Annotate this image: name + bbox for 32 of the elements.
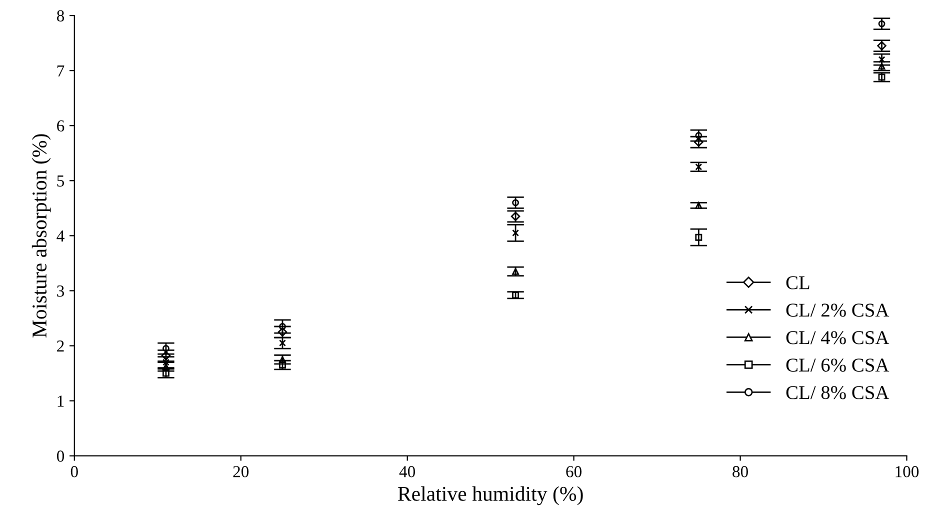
legend-label: CL/ 2% CSA: [786, 304, 890, 317]
y-tick-label: 4: [56, 230, 64, 242]
y-axis-title: Moisture absorption (%): [32, 134, 51, 338]
point: [512, 229, 520, 236]
point: [694, 138, 704, 147]
x-tick-label: 60: [566, 466, 582, 478]
legend-label: CL/ 8% CSA: [786, 386, 890, 400]
point: [512, 292, 520, 299]
point: [878, 20, 886, 28]
point: [695, 132, 702, 139]
y-tick-label: 5: [57, 176, 64, 187]
y-tick-label: 0: [56, 450, 64, 462]
x-tick-label: 0: [70, 466, 78, 478]
x-tick-label: 40: [399, 466, 416, 478]
legend-label: CL/ 4% CSA: [786, 331, 890, 344]
y-tick-label: 8: [56, 10, 64, 22]
x-tick-label: 20: [233, 466, 249, 478]
x-tick-label: 80: [732, 466, 748, 478]
y-tick-label: 3: [57, 285, 64, 297]
point: [162, 345, 170, 352]
x-tick-label: 100: [896, 466, 919, 478]
y-tick-label: 7: [57, 65, 64, 76]
point: [695, 234, 702, 241]
point: [279, 340, 286, 346]
y-tick-label: 2: [57, 340, 64, 352]
y-tick-label: 6: [57, 120, 64, 132]
legend-label: CL: [786, 276, 810, 290]
y-tick-label: 1: [58, 396, 64, 407]
x-axis-title: Relative humidity (%): [398, 486, 583, 506]
point: [695, 163, 702, 170]
legend-label: CL/ 6% CSA: [786, 358, 890, 372]
point: [512, 268, 520, 275]
